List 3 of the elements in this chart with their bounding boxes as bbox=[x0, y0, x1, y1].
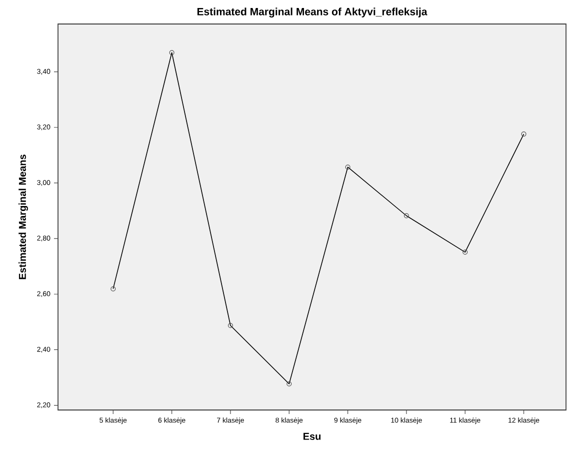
y-axis-title: Estimated Marginal Means bbox=[18, 154, 28, 280]
chart-title: Estimated Marginal Means of Aktyvi_refleksija bbox=[197, 8, 428, 18]
x-axis-title: Esu bbox=[304, 432, 321, 440]
